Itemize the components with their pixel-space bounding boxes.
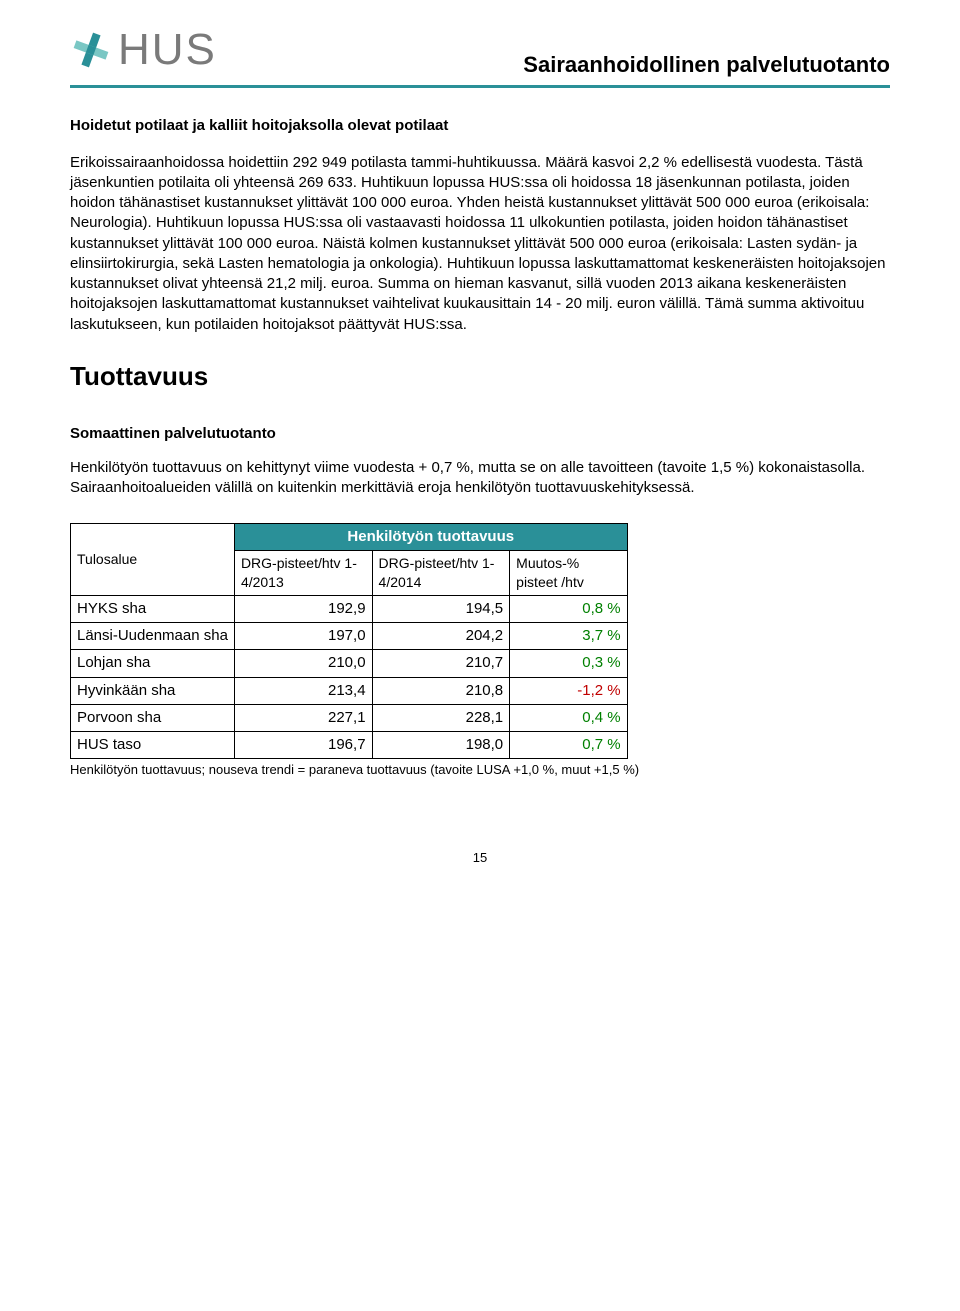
col-head-2013: DRG-pisteet/htv 1-4/2013 bbox=[234, 550, 372, 595]
row-label: Lohjan sha bbox=[71, 650, 235, 677]
row-v2013: 213,4 bbox=[234, 677, 372, 704]
row-v2014: 204,2 bbox=[372, 623, 510, 650]
document-page: HUS Sairaanhoidollinen palvelutuotanto H… bbox=[0, 0, 960, 906]
section-body-2: Henkilötyön tuottavuus on kehittynyt vii… bbox=[70, 458, 890, 499]
row-v2014: 194,5 bbox=[372, 595, 510, 622]
section-body-1: Erikoissairaanhoidossa hoidettiin 292 94… bbox=[70, 153, 890, 335]
col-head-2014: DRG-pisteet/htv 1-4/2014 bbox=[372, 550, 510, 595]
table-header-row-1: Tulosalue Henkilötyön tuottavuus bbox=[71, 523, 628, 550]
logo-block: HUS bbox=[70, 20, 217, 79]
row-label: Porvoon sha bbox=[71, 704, 235, 731]
row-v2013: 227,1 bbox=[234, 704, 372, 731]
row-v2013: 210,0 bbox=[234, 650, 372, 677]
col-head-tulosalue: Tulosalue bbox=[71, 523, 235, 595]
row-v2014: 210,7 bbox=[372, 650, 510, 677]
logo-text: HUS bbox=[118, 20, 217, 79]
col-head-delta: Muutos-% pisteet /htv bbox=[510, 550, 627, 595]
table-banner: Henkilötyön tuottavuus bbox=[234, 523, 627, 550]
row-v2014: 228,1 bbox=[372, 704, 510, 731]
row-delta: 0,4 % bbox=[510, 704, 627, 731]
row-delta: 0,3 % bbox=[510, 650, 627, 677]
table-footnote: Henkilötyön tuottavuus; nouseva trendi =… bbox=[70, 761, 890, 779]
row-v2013: 197,0 bbox=[234, 623, 372, 650]
table-row: HYKS sha192,9194,50,8 % bbox=[71, 595, 628, 622]
row-label: Hyvinkään sha bbox=[71, 677, 235, 704]
section-heading-1: Hoidetut potilaat ja kalliit hoitojaksol… bbox=[70, 116, 890, 136]
table-row: Lohjan sha210,0210,70,3 % bbox=[71, 650, 628, 677]
productivity-table: Tulosalue Henkilötyön tuottavuus DRG-pis… bbox=[70, 523, 628, 760]
cross-icon bbox=[70, 29, 112, 71]
row-v2013: 192,9 bbox=[234, 595, 372, 622]
heading-tuottavuus: Tuottavuus bbox=[70, 359, 890, 394]
row-delta: 0,7 % bbox=[510, 732, 627, 759]
page-number: 15 bbox=[70, 849, 890, 867]
page-header: HUS Sairaanhoidollinen palvelutuotanto bbox=[70, 20, 890, 88]
table-row: Länsi-Uudenmaan sha197,0204,23,7 % bbox=[71, 623, 628, 650]
table-row: Porvoon sha227,1228,10,4 % bbox=[71, 704, 628, 731]
sub-heading-somaattinen: Somaattinen palvelutuotanto bbox=[70, 424, 890, 444]
row-v2014: 210,8 bbox=[372, 677, 510, 704]
row-label: Länsi-Uudenmaan sha bbox=[71, 623, 235, 650]
row-v2013: 196,7 bbox=[234, 732, 372, 759]
row-delta: -1,2 % bbox=[510, 677, 627, 704]
row-delta: 3,7 % bbox=[510, 623, 627, 650]
row-label: HYKS sha bbox=[71, 595, 235, 622]
row-v2014: 198,0 bbox=[372, 732, 510, 759]
table-row: Hyvinkään sha213,4210,8-1,2 % bbox=[71, 677, 628, 704]
row-delta: 0,8 % bbox=[510, 595, 627, 622]
table-row: HUS taso196,7198,00,7 % bbox=[71, 732, 628, 759]
document-title: Sairaanhoidollinen palvelutuotanto bbox=[523, 50, 890, 80]
row-label: HUS taso bbox=[71, 732, 235, 759]
